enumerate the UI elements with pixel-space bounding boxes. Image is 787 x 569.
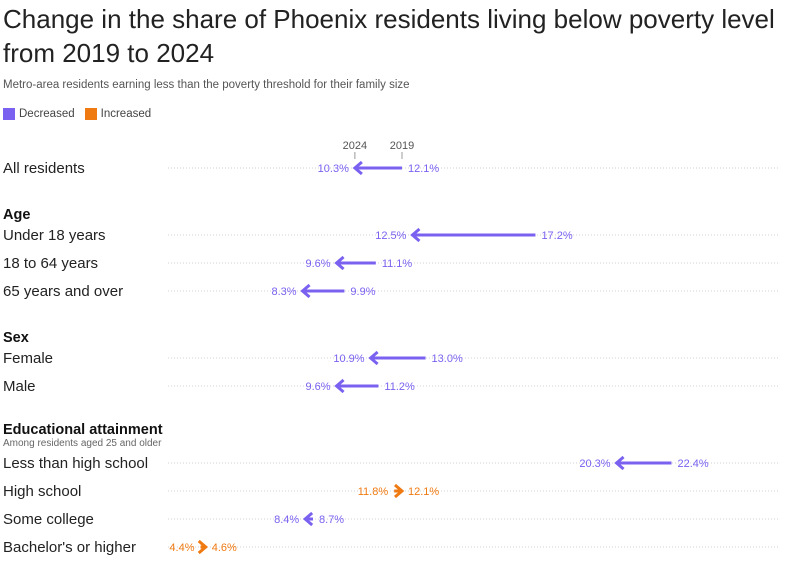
value-label-2024: 8.3% [271,286,296,298]
value-label-2024: 12.1% [408,486,439,498]
group-title: Educational attainment [3,422,163,438]
value-label-2019: 8.7% [319,514,344,526]
chart-title: Change in the share of Phoenix residents… [3,4,775,68]
group-title: Sex [3,330,29,346]
row-label: 65 years and over [3,283,123,300]
row-label: Some college [3,511,94,528]
value-label-2019: 13.0% [432,353,463,365]
value-label-2019: 4.4% [169,542,194,554]
value-label-2019: 17.2% [541,230,572,242]
row-label: Female [3,350,53,367]
row-label: Less than high school [3,455,148,472]
legend: Decreased Increased [3,108,161,120]
arrow-head [368,350,379,366]
arrow-head [410,227,421,243]
value-label-2024: 20.3% [579,458,610,470]
year-label-2024: 2024 [343,140,367,152]
value-label-2019: 11.8% [358,486,389,498]
arrow-head [394,483,405,499]
value-label-2024: 12.5% [375,230,406,242]
legend-swatch-increased [84,108,97,120]
arrow-head [302,511,314,527]
value-label-2024: 9.6% [305,381,330,393]
value-label-2024: 10.9% [333,353,364,365]
value-label-2024: 8.4% [274,514,299,526]
group-title: Age [3,207,30,223]
row-label: Male [3,378,36,395]
arrow-head [352,160,363,176]
value-label-2024: 4.6% [212,542,237,554]
value-label-2019: 22.4% [678,458,709,470]
arrow-head [197,539,209,555]
row-label: Under 18 years [3,227,106,244]
row-label: 18 to 64 years [3,255,98,272]
value-label-2019: 12.1% [408,163,439,175]
arrow-head [334,255,345,271]
year-label-2019: 2019 [390,140,414,152]
row-label: All residents [3,160,85,177]
arrow-head [334,378,345,394]
group-subtitle: Among residents aged 25 and older [3,438,162,449]
arrow-head [300,283,311,299]
legend-label-increased: Increased [100,108,152,120]
value-label-2024: 9.6% [305,258,330,270]
legend-label-decreased: Decreased [19,108,75,120]
value-label-2019: 9.9% [350,286,375,298]
row-label: Bachelor's or higher [3,539,136,556]
value-label-2024: 10.3% [318,163,349,175]
value-label-2019: 11.1% [382,258,413,270]
chart-subtitle: Metro-area residents earning less than t… [3,79,410,91]
legend-swatch-decreased [3,108,15,120]
value-label-2019: 11.2% [384,381,415,393]
row-label: High school [3,483,81,500]
arrow-head [614,455,625,471]
